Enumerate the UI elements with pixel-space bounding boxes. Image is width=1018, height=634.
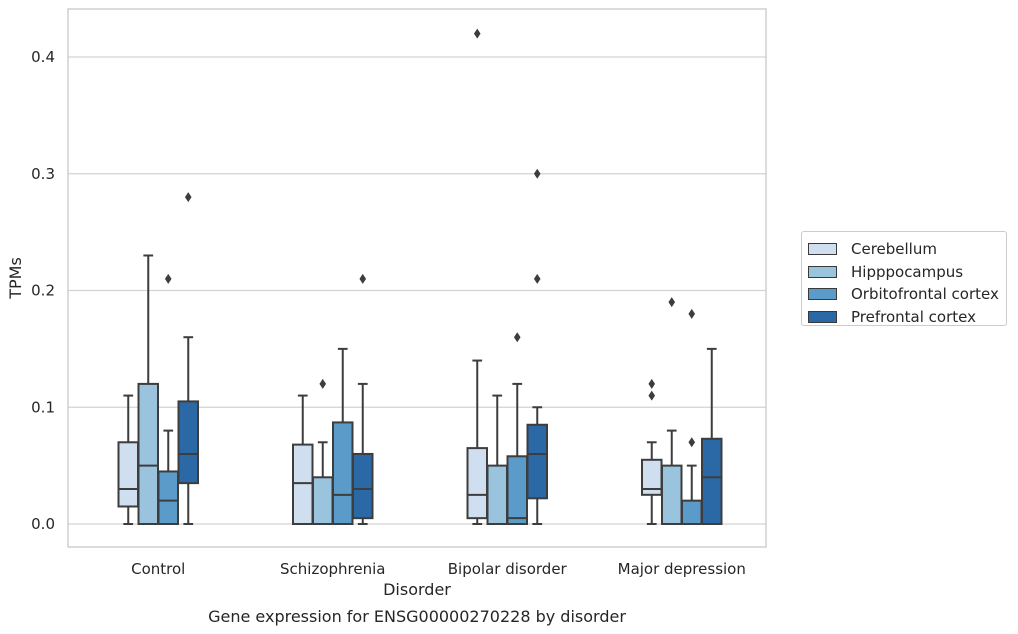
outlier-point bbox=[688, 308, 696, 319]
legend-swatch bbox=[808, 288, 837, 301]
box-cerebellum bbox=[292, 394, 314, 525]
x-tick-label: Major depression bbox=[618, 560, 746, 578]
box-orbitofrontal-cortex bbox=[506, 332, 528, 525]
x-tick-label: Control bbox=[131, 560, 185, 578]
plot-frame bbox=[67, 8, 767, 548]
box-body bbox=[506, 455, 528, 525]
box-prefrontal-cortex bbox=[526, 168, 548, 525]
box-body bbox=[681, 499, 703, 525]
y-tick-label: 0.3 bbox=[31, 165, 55, 183]
box-body bbox=[117, 441, 139, 508]
outlier-point bbox=[533, 273, 541, 284]
y-tick-label: 0.1 bbox=[31, 398, 55, 416]
grid-lines bbox=[68, 56, 766, 525]
y-tick-labels: 0.0 0.1 0.2 0.3 0.4 bbox=[31, 48, 55, 533]
x-tick-label: Bipolar disorder bbox=[448, 560, 568, 578]
box-prefrontal-cortex bbox=[177, 192, 199, 525]
box-body bbox=[292, 443, 314, 525]
box-cerebellum bbox=[466, 28, 488, 525]
y-tick-label: 0.2 bbox=[31, 282, 55, 300]
outlier-point bbox=[513, 332, 521, 343]
x-axis-label: Disorder bbox=[383, 580, 451, 599]
outlier-point bbox=[668, 297, 676, 308]
box-orbitofrontal-cortex bbox=[157, 273, 179, 525]
box-body bbox=[526, 423, 548, 500]
outlier-point bbox=[648, 378, 656, 389]
box-cerebellum bbox=[641, 378, 663, 525]
legend-item: Orbitofrontal cortex bbox=[808, 283, 1006, 306]
box-body bbox=[312, 476, 334, 525]
legend-swatch bbox=[808, 243, 837, 256]
box-cerebellum bbox=[117, 394, 139, 525]
outlier-point bbox=[533, 168, 541, 179]
x-tick-label: Schizophrenia bbox=[280, 560, 385, 578]
box-hipppocampus bbox=[486, 394, 508, 525]
legend-label: Hipppocampus bbox=[851, 262, 964, 281]
box-body bbox=[486, 464, 508, 525]
x-tick-labels: Control Schizophrenia Bipolar disorder Majo… bbox=[131, 560, 746, 578]
box-orbitofrontal-cortex bbox=[332, 347, 354, 525]
legend-item: Hipppocampus bbox=[808, 261, 1006, 284]
box-hipppocampus bbox=[312, 378, 334, 525]
legend-label: Cerebellum bbox=[851, 240, 937, 259]
legend: Cerebellum Hipppocampus Orbitofrontal cort… bbox=[801, 231, 1007, 326]
legend-item: Prefrontal cortex bbox=[808, 306, 1006, 329]
legend-swatch bbox=[808, 265, 837, 278]
chart-caption: Gene expression for ENSG00000270228 by d… bbox=[208, 607, 626, 626]
legend-swatch bbox=[808, 310, 837, 323]
outlier-point bbox=[648, 390, 656, 401]
y-axis-label: TPMs bbox=[6, 257, 25, 300]
box-prefrontal-cortex bbox=[701, 347, 723, 525]
box-body bbox=[701, 437, 723, 525]
outlier-point bbox=[319, 378, 327, 389]
outlier-point bbox=[473, 28, 481, 39]
box-prefrontal-cortex bbox=[352, 273, 374, 525]
legend-label: Prefrontal cortex bbox=[851, 307, 976, 326]
box-body bbox=[352, 452, 374, 520]
box-body bbox=[661, 464, 683, 525]
outlier-point bbox=[164, 273, 172, 284]
outlier-point bbox=[359, 273, 367, 284]
outlier-point bbox=[688, 437, 696, 448]
box-orbitofrontal-cortex bbox=[681, 308, 703, 525]
box-body bbox=[157, 470, 179, 525]
box-hipppocampus bbox=[137, 254, 159, 525]
legend-item: Cerebellum bbox=[808, 238, 1006, 261]
y-tick-label: 0.0 bbox=[31, 515, 55, 533]
box-body bbox=[177, 400, 199, 485]
box-body bbox=[137, 382, 159, 525]
box-hipppocampus bbox=[661, 297, 683, 525]
box-plots bbox=[117, 28, 723, 525]
legend-label: Orbitofrontal cortex bbox=[851, 285, 999, 304]
box-body bbox=[332, 421, 354, 525]
y-tick-label: 0.4 bbox=[31, 48, 55, 66]
box-body bbox=[466, 447, 488, 520]
outlier-point bbox=[184, 192, 192, 203]
